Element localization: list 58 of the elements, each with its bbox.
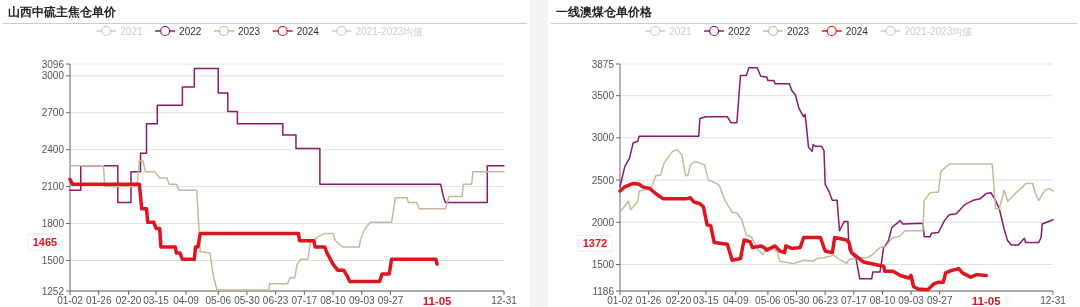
y-tick-label: 3500 (591, 90, 615, 102)
y-tick-label: 3096 (41, 58, 65, 70)
y-tick-label: 1800 (41, 218, 65, 230)
x-tick-label: 07-17 (841, 295, 868, 306)
chart-title: 一线澳煤仓单价格 (556, 5, 653, 19)
x-tick-label: 06-23 (262, 295, 289, 306)
y-tick-label: 2100 (41, 181, 65, 193)
x-tick-label: 05-30 (783, 295, 810, 306)
x-tick-label: 01-02 (607, 295, 634, 306)
y-tick-label: 3000 (41, 70, 65, 82)
line-series (618, 181, 988, 292)
y-tick-label: 2500 (591, 174, 615, 186)
y-tick-label: 2000 (591, 216, 615, 228)
chart-title: 山西中硫主焦仓单价 (8, 5, 117, 19)
y-tick-label: 3000 (591, 132, 615, 144)
x-tick-label: 09-27 (926, 295, 953, 306)
x-tick-label: 08-10 (320, 295, 347, 306)
line-series (68, 177, 439, 284)
text: 11-05 (422, 295, 453, 307)
x-tick-label: 05-06 (755, 295, 782, 306)
x-tick-label: 07-17 (291, 295, 318, 306)
text: 1465 (32, 236, 58, 249)
y-tick-label: 2400 (41, 144, 65, 156)
line-series (619, 148, 1054, 265)
x-tick-label: 05-30 (234, 295, 261, 306)
x-tick-label: 08-10 (869, 295, 896, 306)
x-tick-label: 06-23 (812, 295, 839, 306)
y-tick-label: 1500 (41, 254, 65, 266)
line-series (69, 67, 505, 204)
legend-label: 2023 (237, 25, 261, 37)
x-tick-label: 09-03 (898, 295, 925, 306)
x-tick-label: 01-02 (57, 295, 84, 306)
legend-label: 2022 (179, 25, 202, 37)
x-tick-label: 05-06 (205, 295, 232, 306)
x-tick-label: 04-09 (173, 295, 200, 306)
legend-label: 2024 (845, 25, 869, 37)
x-tick-label: 01-26 (85, 295, 112, 306)
x-tick-label: 03-15 (693, 295, 720, 306)
y-tick-label: 2700 (41, 107, 65, 119)
text: 1372 (582, 237, 608, 250)
line-series (619, 67, 1054, 280)
text: 11-05 (971, 295, 1002, 307)
x-tick-label: 09-27 (377, 295, 404, 306)
x-tick-label: 09-03 (348, 295, 375, 306)
legend-label: 2024 (296, 25, 320, 37)
legend-label: 2023 (786, 25, 810, 37)
y-tick-label: 1252 (41, 285, 65, 297)
x-tick-label: 01-26 (635, 295, 662, 306)
legend-label: 2022 (728, 25, 751, 37)
y-tick-label: 3875 (591, 58, 615, 70)
x-tick-label: 04-09 (722, 295, 749, 306)
x-tick-label: 02-20 (665, 295, 692, 306)
x-tick-label: 03-15 (143, 295, 170, 306)
y-tick-label: 1500 (591, 258, 615, 270)
x-tick-label: 12-31 (491, 295, 518, 306)
y-tick-label: 1186 (592, 285, 615, 297)
x-tick-label: 12-31 (1040, 295, 1067, 306)
x-tick-label: 02-20 (115, 295, 142, 306)
